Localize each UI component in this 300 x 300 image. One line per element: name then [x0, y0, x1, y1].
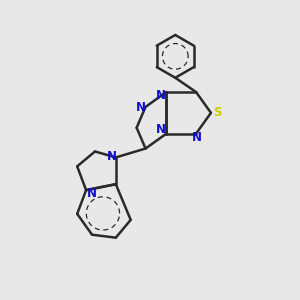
Text: N: N — [192, 131, 202, 144]
Text: N: N — [87, 187, 97, 200]
Text: N: N — [136, 101, 146, 114]
Text: N: N — [155, 89, 165, 102]
Text: S: S — [214, 106, 222, 119]
Text: N: N — [155, 123, 165, 136]
Text: N: N — [107, 150, 117, 163]
